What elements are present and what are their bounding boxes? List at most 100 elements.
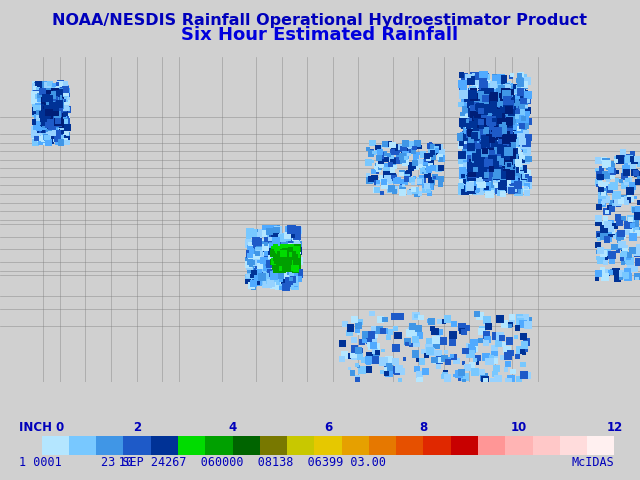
Point [461,133,472,141]
Point [44,105,54,113]
Point [52,117,63,125]
Point [264,277,275,285]
Point [499,119,509,127]
Point [356,338,367,346]
Point [412,365,422,373]
Point [61,110,72,118]
Point [600,259,611,266]
Point [34,110,44,118]
Point [390,163,401,171]
Point [60,109,70,117]
Point [449,353,460,361]
Point [472,188,482,195]
Point [595,169,605,177]
Point [502,99,512,107]
Point [503,161,513,169]
Point [293,253,303,261]
Point [463,79,473,86]
Point [512,93,522,100]
Point [255,277,266,285]
Point [519,341,529,349]
Point [506,132,516,140]
Point [54,115,64,122]
Point [426,152,436,159]
Point [465,104,476,112]
Point [475,158,485,166]
Point [506,171,516,179]
Point [511,120,522,128]
Point [514,76,524,84]
Point [483,145,493,153]
Point [469,102,479,110]
Point [468,103,478,110]
Point [60,131,70,138]
Point [244,257,254,265]
Point [488,138,498,146]
Point [504,117,515,125]
Point [280,257,290,265]
Text: NOAA/NESDIS Rainfall Operational Hydroestimator Product: NOAA/NESDIS Rainfall Operational Hydroes… [52,13,588,28]
Point [461,117,471,124]
Point [392,177,402,185]
Point [471,170,481,178]
Point [260,244,271,252]
Point [50,109,60,117]
Point [372,165,383,172]
Point [40,115,51,122]
Point [289,241,300,249]
Point [520,344,530,352]
Point [254,270,264,277]
Point [59,134,69,142]
Point [40,95,51,103]
Point [395,144,405,151]
Point [284,255,294,263]
Point [486,153,497,161]
Point [510,164,520,171]
Point [477,159,487,167]
Point [484,155,495,163]
Point [60,136,70,144]
Point [433,349,444,357]
Point [388,157,398,165]
Point [372,164,382,172]
Point [388,172,399,180]
Point [29,111,40,119]
Point [35,135,45,143]
Point [260,261,271,269]
Point [504,133,515,141]
Point [502,136,512,144]
Point [55,110,65,118]
Point [467,186,477,193]
Point [506,104,516,111]
Point [277,238,287,246]
Point [36,80,47,88]
Point [472,168,482,175]
Point [485,85,495,93]
Point [471,139,481,146]
Point [624,226,634,234]
Point [506,95,516,103]
Point [275,258,285,266]
Point [467,176,477,183]
Point [501,113,511,121]
Point [280,252,290,260]
Point [504,138,514,145]
Point [37,117,47,124]
Point [459,114,469,121]
Point [52,89,63,96]
Point [494,184,504,192]
Point [34,103,44,111]
Point [352,361,362,369]
Point [49,110,60,118]
Point [35,136,45,144]
Point [476,173,486,181]
Point [290,268,300,276]
Point [38,114,49,122]
Point [504,120,515,128]
Point [459,377,469,384]
Point [38,98,48,106]
Point [509,132,519,140]
Point [44,138,54,145]
Point [290,253,300,261]
Point [632,228,640,235]
